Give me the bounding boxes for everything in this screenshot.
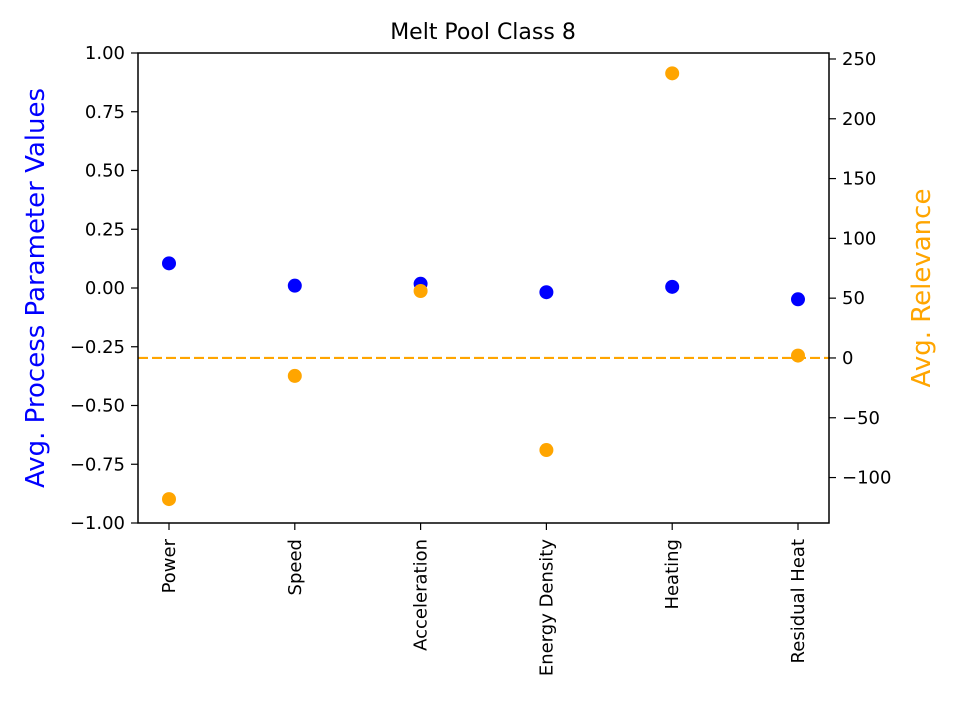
y-right-tick-label: 200 [842, 109, 876, 130]
x-tick-label: Heating [662, 539, 683, 610]
y-right-tick-label: 0 [842, 348, 853, 369]
y-right-tick-label: 50 [842, 288, 865, 309]
y-left-tick-label: −1.00 [70, 513, 125, 534]
y-left-tick-label: 0.00 [85, 278, 125, 299]
y-axis-left-label: Avg. Process Parameter Values [21, 88, 51, 488]
plot-area: 1.00 0.75 0.50 0.25 0.00 −0.25 −0.50 −0.75 −1.00… [70, 43, 892, 676]
y-axis-right-label: Avg. Relevance [907, 189, 937, 388]
y-left-tick-label: −0.75 [70, 454, 125, 475]
relevance-point [539, 443, 554, 458]
relevance-point [162, 492, 176, 507]
x-tick-label: Power [159, 538, 180, 593]
parameter-point [539, 285, 554, 300]
y-left-tick-label: 0.75 [85, 102, 125, 123]
parameter-point [791, 292, 805, 307]
y-right-tick-label: 150 [842, 169, 876, 190]
y-right-tick-label: 250 [842, 49, 876, 70]
y-left-tick-label: 0.50 [85, 161, 125, 182]
y-right-tick-label: −50 [842, 408, 880, 429]
parameter-point [162, 256, 176, 271]
relevance-point [665, 66, 680, 81]
y-left-tick-label: −0.25 [70, 337, 125, 358]
chart-title: Melt Pool Class 8 [390, 20, 576, 45]
plot-frame [137, 52, 830, 524]
y-right-tick-label: 100 [842, 228, 876, 249]
relevance-point [287, 368, 302, 383]
y-right-tick-label: −100 [842, 468, 891, 489]
y-left-tick-label: 0.25 [85, 219, 125, 240]
y-left-tick-label: 1.00 [85, 43, 125, 64]
x-tick-label: Speed [285, 539, 306, 595]
relevance-point [413, 283, 428, 298]
parameter-point [287, 278, 302, 293]
x-tick-label: Residual Heat [788, 539, 809, 663]
y-left-tick-label: −0.50 [70, 396, 125, 417]
x-tick-label: Energy Density [536, 539, 557, 677]
x-tick-label: Acceleration [411, 539, 432, 651]
relevance-point [791, 348, 805, 363]
parameter-point [665, 279, 680, 294]
